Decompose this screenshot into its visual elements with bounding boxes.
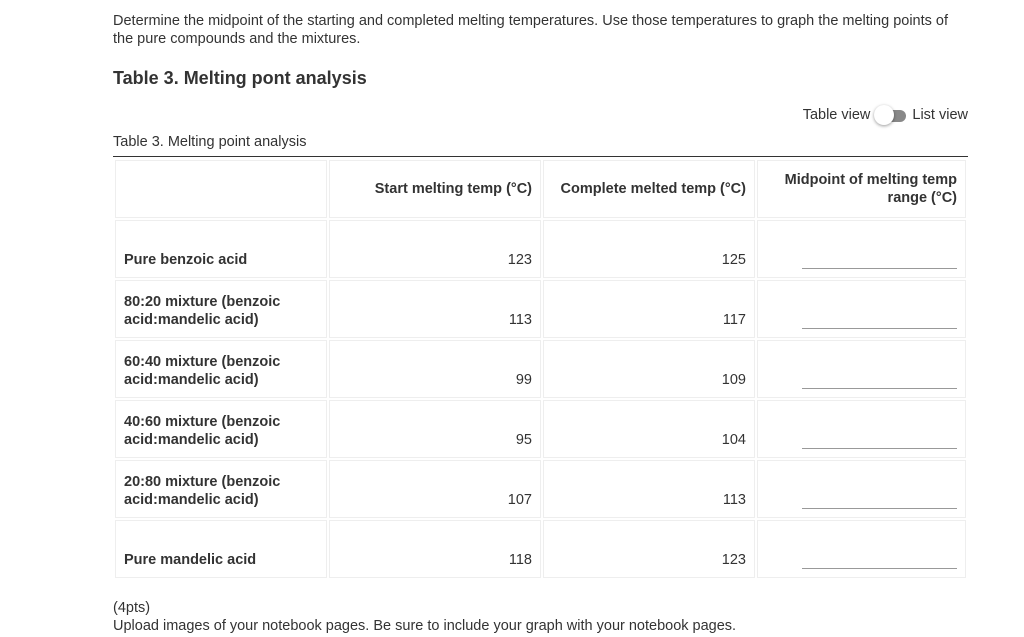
row-label: 60:40 mixture (benzoic acid:mandelic aci…	[115, 340, 327, 398]
column-header: Midpoint of melting temp range (°C)	[757, 160, 966, 218]
midpoint-input[interactable]	[802, 372, 957, 389]
column-header	[115, 160, 327, 218]
complete-temp: 113	[543, 460, 755, 518]
view-toggle-switch[interactable]	[874, 105, 908, 125]
toggle-knob[interactable]	[874, 105, 895, 125]
row-label: 80:20 mixture (benzoic acid:mandelic aci…	[115, 280, 327, 338]
table-row: Pure mandelic acid 118 123	[115, 520, 966, 578]
midpoint-input[interactable]	[802, 492, 957, 509]
complete-temp: 109	[543, 340, 755, 398]
column-header: Complete melted temp (°C)	[543, 160, 755, 218]
header-row: Start melting temp (°C) Complete melted t…	[115, 160, 966, 218]
start-temp: 107	[329, 460, 541, 518]
complete-temp: 125	[543, 220, 755, 278]
start-temp: 99	[329, 340, 541, 398]
list-view-label[interactable]: List view	[912, 107, 968, 123]
midpoint-input[interactable]	[802, 252, 957, 269]
midpoint-input[interactable]	[802, 432, 957, 449]
row-label: 20:80 mixture (benzoic acid:mandelic aci…	[115, 460, 327, 518]
start-temp: 123	[329, 220, 541, 278]
complete-temp: 104	[543, 400, 755, 458]
midpoint-cell	[757, 280, 966, 338]
complete-temp: 117	[543, 280, 755, 338]
table-view-label[interactable]: Table view	[802, 107, 871, 123]
table-row: 60:40 mixture (benzoic acid:mandelic aci…	[115, 340, 966, 398]
midpoint-input[interactable]	[802, 312, 957, 329]
table-row: Pure benzoic acid 123 125	[115, 220, 966, 278]
table-row: 40:60 mixture (benzoic acid:mandelic aci…	[115, 400, 966, 458]
midpoint-cell	[757, 340, 966, 398]
midpoint-cell	[757, 220, 966, 278]
upload-instruction: Upload images of your notebook pages. Be…	[113, 618, 737, 634]
table-row: 80:20 mixture (benzoic acid:mandelic aci…	[115, 280, 966, 338]
complete-temp: 123	[543, 520, 755, 578]
row-label: Pure benzoic acid	[115, 220, 327, 278]
table-caption: Table 3. Melting point analysis	[113, 134, 307, 150]
start-temp: 118	[329, 520, 541, 578]
footer: (4pts) Upload images of your notebook pa…	[113, 599, 736, 635]
row-label: Pure mandelic acid	[115, 520, 327, 578]
view-toggle: Table view List view	[802, 105, 968, 125]
start-temp: 95	[329, 400, 541, 458]
row-label: 40:60 mixture (benzoic acid:mandelic aci…	[115, 400, 327, 458]
column-header: Start melting temp (°C)	[329, 160, 541, 218]
midpoint-cell	[757, 460, 966, 518]
divider	[113, 156, 968, 157]
table-row: 20:80 mixture (benzoic acid:mandelic aci…	[115, 460, 966, 518]
midpoint-input[interactable]	[802, 552, 957, 569]
section-heading: Table 3. Melting pont analysis	[113, 68, 367, 88]
midpoint-cell	[757, 400, 966, 458]
start-temp: 113	[329, 280, 541, 338]
melting-point-table: Start melting temp (°C) Complete melted t…	[113, 158, 968, 580]
midpoint-cell	[757, 520, 966, 578]
points-label: (4pts)	[113, 600, 151, 616]
instructions: Determine the midpoint of the starting a…	[113, 13, 949, 47]
